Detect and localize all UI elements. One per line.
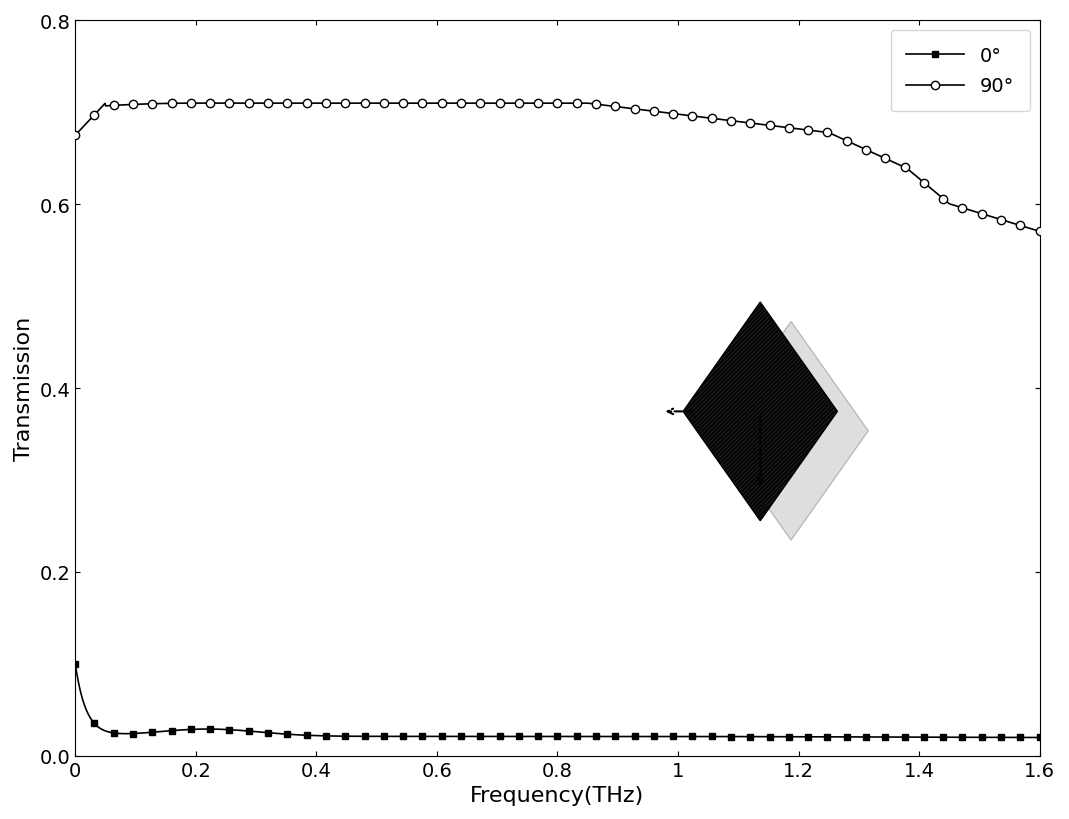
X-axis label: Frequency(THz): Frequency(THz) — [470, 785, 645, 805]
Y-axis label: Transmission: Transmission — [14, 316, 34, 460]
Legend: 0°, 90°: 0°, 90° — [890, 31, 1029, 111]
